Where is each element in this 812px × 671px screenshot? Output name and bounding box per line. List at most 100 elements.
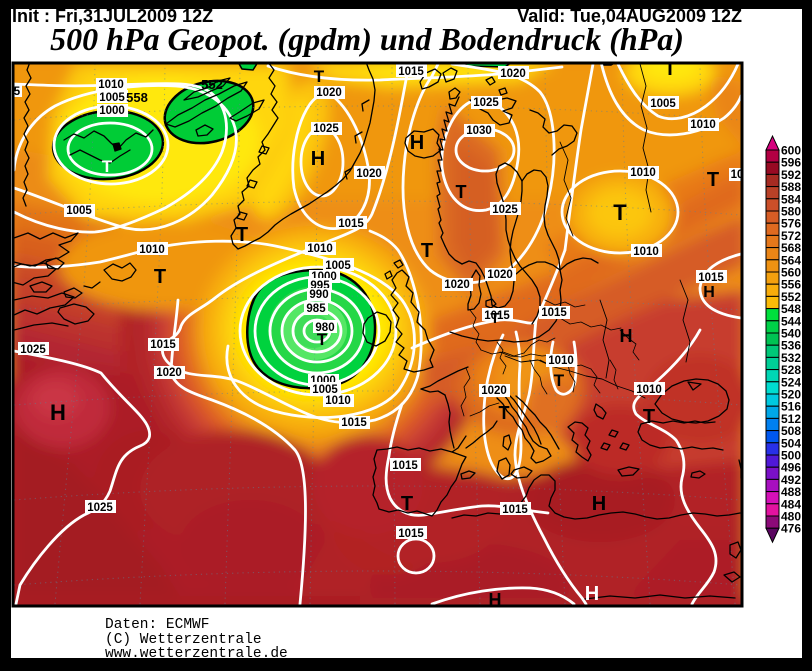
svg-text:1015: 1015 — [541, 307, 567, 319]
svg-text:1015: 1015 — [392, 460, 418, 472]
svg-text:504: 504 — [781, 436, 801, 450]
svg-text:596: 596 — [781, 156, 801, 170]
svg-text:1025: 1025 — [313, 123, 339, 135]
svg-text:544: 544 — [781, 314, 801, 328]
svg-text:1010: 1010 — [633, 246, 659, 258]
svg-text:1025: 1025 — [20, 344, 46, 356]
svg-text:1015: 1015 — [150, 339, 176, 351]
svg-text:568: 568 — [781, 241, 801, 255]
svg-text:H: H — [703, 284, 715, 301]
svg-text:1010: 1010 — [139, 244, 165, 256]
svg-text:(C) Wetterzentrale: (C) Wetterzentrale — [105, 632, 262, 648]
svg-text:500 hPa Geopot. (gpdm) und Bod: 500 hPa Geopot. (gpdm) und Bodendruck (h… — [50, 21, 684, 57]
svg-text:Valid: Tue,04AUG2009 12Z: Valid: Tue,04AUG2009 12Z — [517, 6, 742, 26]
svg-text:985: 985 — [306, 303, 326, 315]
svg-text:600: 600 — [781, 144, 801, 158]
svg-text:1010: 1010 — [307, 243, 333, 255]
svg-text:T: T — [554, 371, 565, 390]
svg-text:1015: 1015 — [698, 272, 724, 284]
svg-text:558: 558 — [126, 90, 148, 105]
svg-text:584: 584 — [781, 192, 801, 206]
svg-text:536: 536 — [781, 339, 801, 353]
svg-text:H: H — [620, 326, 633, 346]
svg-text:1020: 1020 — [356, 168, 382, 180]
svg-text:H: H — [311, 148, 325, 170]
svg-text:564: 564 — [781, 253, 801, 267]
svg-text:532: 532 — [781, 351, 801, 365]
svg-text:H: H — [585, 583, 599, 605]
svg-text:H: H — [489, 590, 502, 610]
svg-text:588: 588 — [781, 180, 801, 194]
svg-text:1015: 1015 — [398, 66, 424, 78]
svg-text:572: 572 — [781, 229, 801, 243]
svg-text:480: 480 — [781, 510, 801, 524]
svg-text:T: T — [613, 200, 627, 225]
svg-text:1025: 1025 — [492, 204, 518, 216]
svg-text:1020: 1020 — [500, 68, 526, 80]
svg-text:1005: 1005 — [650, 98, 676, 110]
svg-text:512: 512 — [781, 412, 801, 426]
svg-text:10: 10 — [731, 169, 744, 181]
svg-text:1020: 1020 — [316, 87, 342, 99]
svg-text:T: T — [317, 330, 328, 349]
svg-text:500: 500 — [781, 449, 801, 463]
svg-text:548: 548 — [781, 302, 801, 316]
svg-text:1015: 1015 — [398, 528, 424, 540]
svg-text:580: 580 — [781, 205, 801, 219]
svg-text:540: 540 — [781, 327, 801, 341]
svg-text:1015: 1015 — [341, 417, 367, 429]
svg-text:492: 492 — [781, 473, 801, 487]
svg-text:990: 990 — [309, 289, 328, 301]
svg-text:H: H — [410, 132, 424, 154]
svg-text:1010: 1010 — [548, 355, 574, 367]
svg-text:T: T — [421, 240, 433, 262]
svg-text:1020: 1020 — [487, 269, 513, 281]
svg-text:1020: 1020 — [156, 367, 182, 379]
svg-text:1015: 1015 — [502, 504, 528, 516]
svg-text:552: 552 — [781, 290, 801, 304]
svg-text:1005: 1005 — [66, 205, 92, 217]
svg-text:T: T — [499, 403, 510, 423]
svg-text:T: T — [643, 406, 655, 428]
svg-text:1015: 1015 — [338, 218, 364, 230]
svg-text:5: 5 — [14, 86, 21, 98]
svg-text:1020: 1020 — [444, 279, 470, 291]
svg-text:1010: 1010 — [630, 167, 656, 179]
svg-text:592: 592 — [781, 168, 801, 182]
svg-text:980: 980 — [315, 322, 334, 334]
svg-text:Daten: ECMWF: Daten: ECMWF — [105, 617, 209, 633]
svg-text:H: H — [592, 493, 606, 515]
svg-text:T: T — [314, 67, 325, 86]
svg-text:Init : Fri,31JUL2009 12Z: Init : Fri,31JUL2009 12Z — [12, 6, 213, 26]
svg-text:1005: 1005 — [312, 384, 338, 396]
svg-text:556: 556 — [781, 278, 801, 292]
svg-text:524: 524 — [781, 375, 801, 389]
svg-text:1010: 1010 — [325, 395, 351, 407]
svg-text:488: 488 — [781, 485, 801, 499]
svg-text:1025: 1025 — [473, 97, 499, 109]
svg-text:T: T — [456, 182, 467, 202]
svg-text:1010: 1010 — [690, 119, 716, 131]
svg-text:516: 516 — [781, 400, 801, 414]
svg-text:1030: 1030 — [466, 125, 492, 137]
svg-text:1000: 1000 — [99, 105, 125, 117]
svg-text:1005: 1005 — [325, 260, 351, 272]
svg-text:528: 528 — [781, 363, 801, 377]
svg-text:1020: 1020 — [481, 385, 507, 397]
svg-text:T: T — [102, 157, 113, 176]
svg-text:552: 552 — [201, 77, 223, 92]
svg-text:1025: 1025 — [87, 502, 113, 514]
svg-text:520: 520 — [781, 388, 801, 402]
svg-text:T: T — [154, 266, 166, 288]
svg-text:T: T — [664, 58, 676, 80]
svg-text:484: 484 — [781, 497, 801, 511]
svg-text:T: T — [401, 493, 413, 515]
svg-text:476: 476 — [781, 522, 801, 536]
svg-text:576: 576 — [781, 217, 801, 231]
svg-text:496: 496 — [781, 461, 801, 475]
svg-text:1010: 1010 — [636, 384, 662, 396]
svg-text:1005: 1005 — [99, 92, 125, 104]
svg-text:T: T — [236, 224, 248, 246]
svg-text:560: 560 — [781, 266, 801, 280]
svg-text:1015: 1015 — [484, 310, 510, 322]
